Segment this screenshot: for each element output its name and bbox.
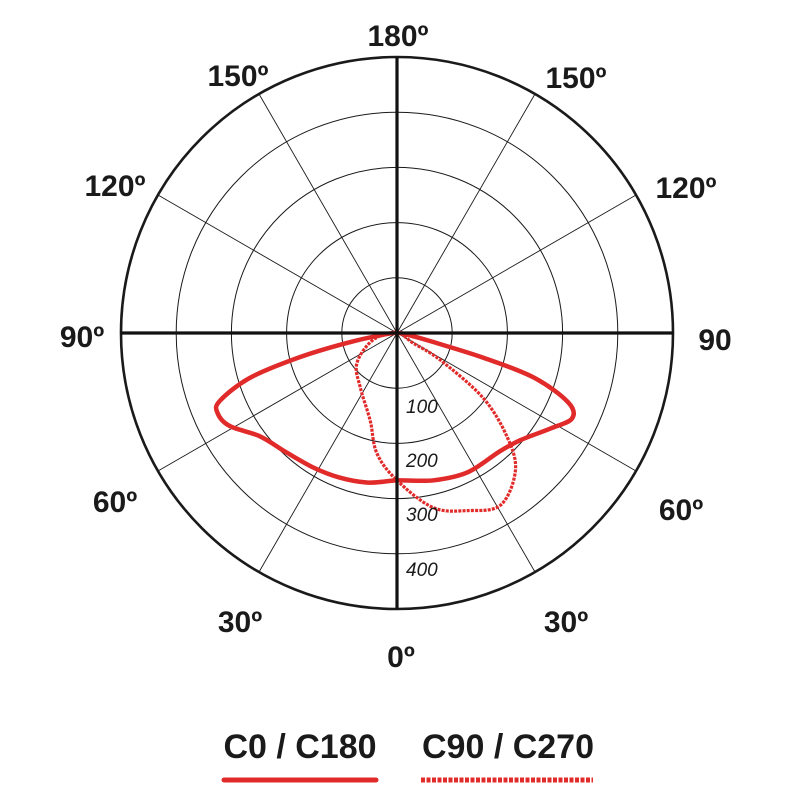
legend-label-c0-c180: C0 / C180: [223, 728, 376, 766]
legend-label-c90-c270: C90 / C270: [422, 728, 594, 766]
axes: [121, 57, 673, 609]
angle-label-120-left: 120º: [84, 170, 145, 203]
legend: C0 / C180 C90 / C270: [221, 728, 594, 783]
grid-spoke-300: [157, 332, 398, 472]
angle-label-30-right: 30º: [544, 606, 588, 639]
angle-label-90-right: 90: [698, 324, 731, 357]
angle-label-120-right: 120º: [655, 172, 716, 205]
radial-label-400: 400: [406, 560, 438, 581]
angle-label-90-left: 90º: [60, 321, 104, 354]
angle-label-60-left: 60º: [93, 486, 137, 519]
grid-spoke-150: [396, 93, 536, 334]
radial-label-200: 200: [405, 451, 438, 472]
grid-spoke-210: [258, 93, 398, 334]
series-curve-c90-c270: [354, 331, 518, 513]
radial-label-100: 100: [406, 397, 438, 418]
grid-spoke-120: [396, 194, 637, 334]
grid-spoke-330: [258, 332, 398, 573]
grid-spoke-240: [157, 194, 398, 334]
angle-label-180: 180º: [367, 20, 428, 53]
angle-label-0: 0º: [387, 641, 415, 674]
angle-label-60-right: 60º: [659, 494, 703, 527]
angle-label-150-left: 150º: [207, 60, 268, 93]
angle-label-30-left: 30º: [218, 606, 262, 639]
grid-spoke-30: [396, 332, 536, 573]
series-curve-c0-c180: [213, 330, 577, 485]
radial-label-300: 300: [406, 505, 438, 526]
curves: [213, 330, 577, 513]
angle-label-150-right: 150º: [545, 62, 606, 95]
